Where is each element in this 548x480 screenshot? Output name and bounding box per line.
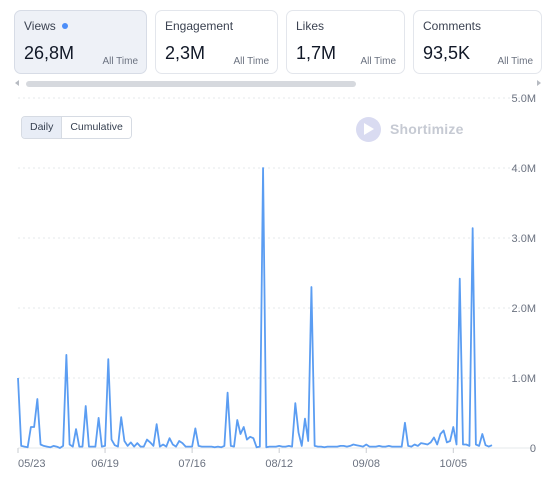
card-views-range: All Time — [102, 56, 138, 67]
card-likes[interactable]: Likes 1,7M All Time — [286, 10, 405, 74]
x-tick-label: 09/08 — [352, 458, 380, 470]
brand-name: Shortimize — [390, 121, 464, 137]
card-views-value: 26,8M — [24, 43, 75, 63]
cards-scrollbar[interactable] — [14, 80, 542, 87]
x-tick-label: 07/16 — [178, 458, 206, 470]
card-engagement-range: All Time — [233, 56, 269, 67]
card-comments-label: Comments — [423, 19, 482, 33]
card-comments-range: All Time — [497, 56, 533, 67]
active-dot-icon — [61, 23, 68, 29]
card-engagement[interactable]: Engagement 2,3M All Time — [155, 10, 278, 74]
x-tick-label: 10/05 — [440, 458, 468, 470]
card-engagement-label: Engagement — [165, 19, 234, 33]
series-line — [17, 167, 493, 449]
y-axis: 0 1.0M 2.0M 3.0M 4.0M 5.0M — [512, 93, 536, 455]
scroll-right-icon[interactable] — [537, 80, 541, 86]
card-views-label: Views — [24, 19, 68, 33]
y-tick-label: 5.0M — [512, 93, 536, 105]
view-mode-toggle: Daily Cumulative — [21, 116, 132, 139]
shortimize-logo-icon — [356, 116, 381, 142]
chart-grid — [18, 97, 536, 449]
card-likes-value: 1,7M — [296, 43, 337, 63]
daily-toggle-button[interactable]: Daily — [22, 117, 62, 138]
y-tick-label: 1.0M — [512, 373, 536, 385]
y-tick-label: 3.0M — [512, 233, 536, 245]
cumulative-toggle-button[interactable]: Cumulative — [61, 117, 131, 138]
views-line-chart: 0 1.0M 2.0M 3.0M 4.0M 5.0M 05/23 06/19 07/16 08/… — [17, 93, 536, 470]
card-likes-label: Likes — [296, 19, 325, 33]
x-tick-label: 06/19 — [91, 458, 119, 470]
card-comments-value: 93,5K — [423, 43, 471, 63]
card-likes-range: All Time — [360, 56, 396, 67]
y-tick-label: 4.0M — [512, 163, 536, 175]
scrollbar-thumb[interactable] — [26, 81, 356, 87]
y-tick-label: 0 — [530, 443, 536, 455]
x-axis: 05/23 06/19 07/16 08/12 09/08 10/05 — [17, 448, 468, 470]
card-views[interactable]: Views 26,8M All Time — [14, 10, 147, 74]
brand-watermark: Shortimize — [356, 116, 464, 142]
views-label-text: Views — [24, 19, 56, 33]
x-tick-label: 05/23 — [18, 458, 46, 470]
y-tick-label: 2.0M — [512, 303, 536, 315]
x-tick-label: 08/12 — [265, 458, 293, 470]
card-engagement-value: 2,3M — [165, 43, 206, 63]
card-comments[interactable]: Comments 93,5K All Time — [413, 10, 542, 74]
scroll-left-icon[interactable] — [15, 80, 19, 86]
metric-cards: Views 26,8M All Time Engagement 2,3M All… — [14, 10, 542, 74]
